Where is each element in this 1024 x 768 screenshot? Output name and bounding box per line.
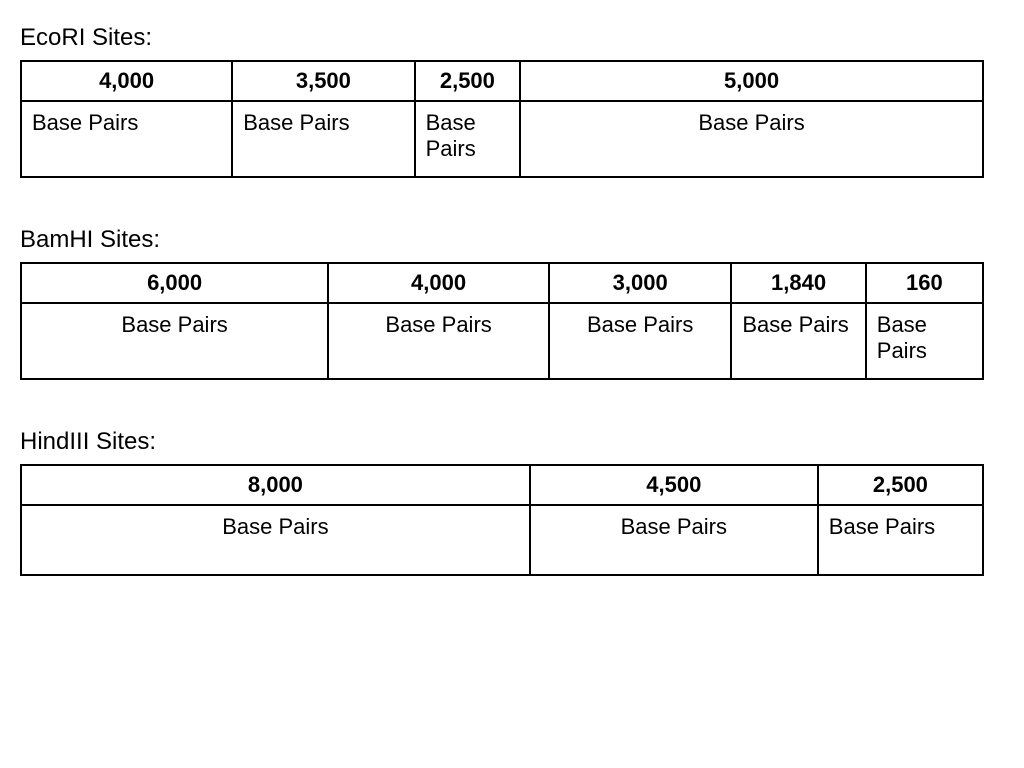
section-ecori: EcoRI Sites: 4,000 Base Pairs 3,500 Base… xyxy=(20,24,1004,178)
hindiii-fragment-1: 4,500 Base Pairs xyxy=(531,466,819,574)
hindiii-fragment-2-value: 2,500 xyxy=(819,466,982,506)
ecori-fragment-1-value: 3,500 xyxy=(233,62,413,102)
ecori-title: EcoRI Sites: xyxy=(20,24,1004,52)
ecori-fragment-3: 5,000 Base Pairs xyxy=(521,62,982,176)
bamhi-fragment-4-value: 160 xyxy=(867,264,982,304)
hindiii-fragment-2-label: Base Pairs xyxy=(819,506,982,574)
bamhi-fragment-3-value: 1,840 xyxy=(732,264,864,304)
page-root: EcoRI Sites: 4,000 Base Pairs 3,500 Base… xyxy=(0,0,1024,576)
hindiii-fragment-2: 2,500 Base Pairs xyxy=(819,466,982,574)
bamhi-fragment-3: 1,840 Base Pairs xyxy=(732,264,866,378)
ecori-fragment-2-value: 2,500 xyxy=(416,62,520,102)
bamhi-fragment-0: 6,000 Base Pairs xyxy=(22,264,329,378)
bamhi-fragment-0-value: 6,000 xyxy=(22,264,327,304)
bamhi-fragment-4-label: Base Pairs xyxy=(867,304,982,378)
bamhi-fragment-3-label: Base Pairs xyxy=(732,304,864,372)
ecori-fragment-0-label: Base Pairs xyxy=(22,102,231,170)
ecori-map: 4,000 Base Pairs 3,500 Base Pairs 2,500 … xyxy=(20,60,984,178)
ecori-fragment-2: 2,500 Base Pairs xyxy=(416,62,522,176)
hindiii-title: HindIII Sites: xyxy=(20,428,1004,456)
section-hindiii: HindIII Sites: 8,000 Base Pairs 4,500 Ba… xyxy=(20,428,1004,576)
bamhi-fragment-1-value: 4,000 xyxy=(329,264,548,304)
ecori-fragment-2-label: Base Pairs xyxy=(416,102,520,176)
hindiii-fragment-0-value: 8,000 xyxy=(22,466,529,506)
bamhi-fragment-1: 4,000 Base Pairs xyxy=(329,264,550,378)
bamhi-fragment-1-label: Base Pairs xyxy=(329,304,548,372)
hindiii-fragment-1-value: 4,500 xyxy=(531,466,817,506)
bamhi-fragment-2: 3,000 Base Pairs xyxy=(550,264,732,378)
ecori-fragment-0-value: 4,000 xyxy=(22,62,231,102)
hindiii-fragment-1-label: Base Pairs xyxy=(531,506,817,574)
hindiii-fragment-0: 8,000 Base Pairs xyxy=(22,466,531,574)
bamhi-fragment-2-value: 3,000 xyxy=(550,264,730,304)
bamhi-title: BamHI Sites: xyxy=(20,226,1004,254)
bamhi-fragment-2-label: Base Pairs xyxy=(550,304,730,372)
ecori-fragment-3-label: Base Pairs xyxy=(521,102,982,170)
hindiii-fragment-0-label: Base Pairs xyxy=(22,506,529,574)
ecori-fragment-3-value: 5,000 xyxy=(521,62,982,102)
ecori-fragment-0: 4,000 Base Pairs xyxy=(22,62,233,176)
ecori-fragment-1-label: Base Pairs xyxy=(233,102,413,170)
section-bamhi: BamHI Sites: 6,000 Base Pairs 4,000 Base… xyxy=(20,226,1004,380)
hindiii-map: 8,000 Base Pairs 4,500 Base Pairs 2,500 … xyxy=(20,464,984,576)
ecori-fragment-1: 3,500 Base Pairs xyxy=(233,62,415,176)
bamhi-fragment-0-label: Base Pairs xyxy=(22,304,327,372)
bamhi-fragment-4: 160 Base Pairs xyxy=(867,264,982,378)
bamhi-map: 6,000 Base Pairs 4,000 Base Pairs 3,000 … xyxy=(20,262,984,380)
